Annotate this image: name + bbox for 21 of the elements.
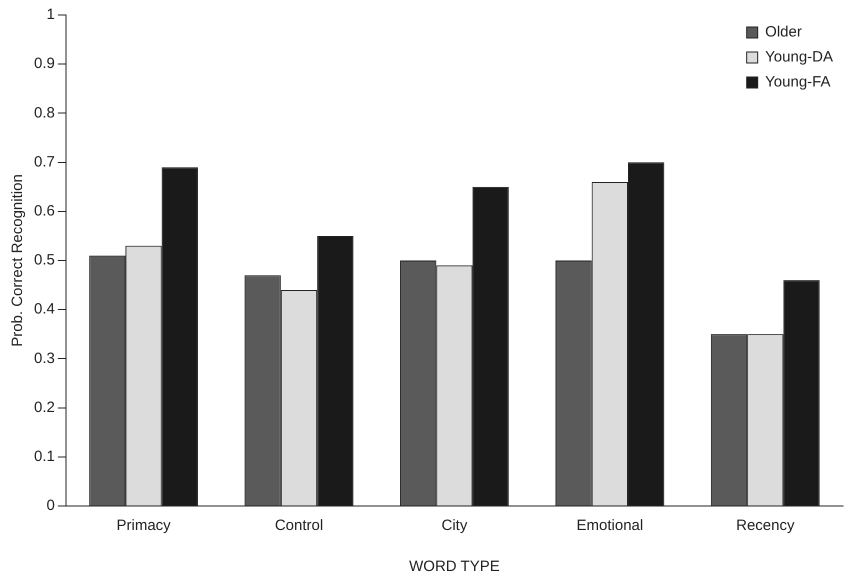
y-tick-label: 0.7 xyxy=(34,153,55,170)
legend-label: Older xyxy=(765,24,802,41)
y-tick-label: 0.2 xyxy=(34,398,55,416)
y-tick-label: 0.9 xyxy=(34,55,55,72)
y-axis-title: Prob. Correct Recognition xyxy=(9,174,26,347)
x-tick-label: Control xyxy=(274,517,324,534)
y-tick-label: 0 xyxy=(46,497,55,514)
x-tick-label: Primacy xyxy=(116,517,172,534)
x-tick-label: Recency xyxy=(736,517,795,534)
y-tick-label: 0.6 xyxy=(34,202,55,220)
x-tick-label: City xyxy=(442,517,468,534)
y-tick-label: 0.5 xyxy=(34,252,55,269)
y-tick-label: 1 xyxy=(46,6,55,24)
y-tick-label: 0.3 xyxy=(34,350,55,367)
x-axis-title: WORD TYPE xyxy=(409,558,500,576)
x-tick-label: Emotional xyxy=(576,517,644,534)
y-tick-label: 0.4 xyxy=(34,300,55,318)
y-tick-label: 0.1 xyxy=(34,448,55,466)
y-tick-label: 0.8 xyxy=(34,104,55,122)
legend-label: Young-FA xyxy=(765,74,831,91)
legend-label: Young-DA xyxy=(765,48,834,66)
